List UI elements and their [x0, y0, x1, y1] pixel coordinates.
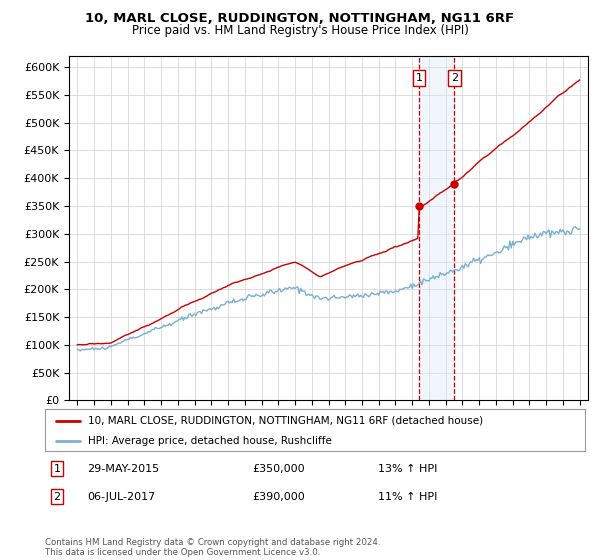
Text: 10, MARL CLOSE, RUDDINGTON, NOTTINGHAM, NG11 6RF (detached house): 10, MARL CLOSE, RUDDINGTON, NOTTINGHAM, … [88, 416, 484, 426]
Text: 13% ↑ HPI: 13% ↑ HPI [378, 464, 437, 474]
Text: 2: 2 [451, 73, 458, 83]
Text: 11% ↑ HPI: 11% ↑ HPI [378, 492, 437, 502]
Text: 1: 1 [53, 464, 61, 474]
Text: £350,000: £350,000 [252, 464, 305, 474]
Text: Contains HM Land Registry data © Crown copyright and database right 2024.
This d: Contains HM Land Registry data © Crown c… [45, 538, 380, 557]
Bar [419, 56, 454, 400]
Text: 06-JUL-2017: 06-JUL-2017 [87, 492, 155, 502]
Text: 1: 1 [416, 73, 422, 83]
Text: 2: 2 [53, 492, 61, 502]
Text: 10, MARL CLOSE, RUDDINGTON, NOTTINGHAM, NG11 6RF: 10, MARL CLOSE, RUDDINGTON, NOTTINGHAM, … [85, 12, 515, 25]
Text: HPI: Average price, detached house, Rushcliffe: HPI: Average price, detached house, Rush… [88, 436, 332, 446]
Text: 29-MAY-2015: 29-MAY-2015 [87, 464, 159, 474]
Text: £390,000: £390,000 [252, 492, 305, 502]
Text: Price paid vs. HM Land Registry's House Price Index (HPI): Price paid vs. HM Land Registry's House … [131, 24, 469, 36]
